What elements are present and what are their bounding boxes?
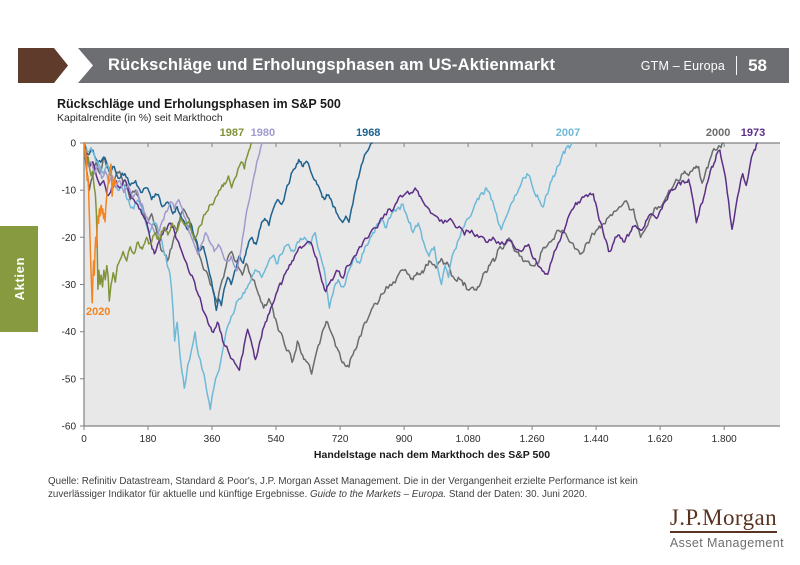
slide-title: Rückschläge und Erholungsphasen am US-Ak… (108, 56, 556, 74)
y-tick-label: 0 (70, 139, 76, 150)
chevron-arrow-icon (18, 48, 68, 83)
x-tick-label: 360 (204, 434, 221, 445)
source-publication: Guide to the Markets – Europa. (309, 489, 447, 500)
series-line-2020 (83, 142, 118, 304)
series-label-2020: 2020 (86, 306, 110, 318)
header-bar: Rückschläge und Erholungsphasen am US-Ak… (78, 48, 789, 83)
y-tick-label: -20 (62, 233, 77, 244)
y-tick-label: -50 (62, 374, 77, 385)
source-line1: Quelle: Refinitiv Datastream, Standard &… (48, 476, 638, 487)
series-line-2007 (83, 142, 573, 411)
edition-label: GTM – Europa (640, 58, 726, 73)
series-label-1973: 1973 (741, 127, 765, 139)
asset-management-label: Asset Management (669, 536, 784, 551)
page-number: 58 (748, 55, 767, 75)
x-tick-label: 540 (268, 434, 285, 445)
chart-title-block: Rückschläge und Erholungsphasen im S&P 5… (57, 97, 341, 125)
sidebar-tab-aktien[interactable]: Aktien (0, 226, 38, 332)
series-line-1987 (83, 142, 252, 302)
x-tick-label: 1.260 (520, 434, 545, 445)
x-tick-label: 720 (332, 434, 349, 445)
y-tick-label: -40 (62, 327, 77, 338)
series-label-2000: 2000 (706, 127, 730, 139)
x-tick-label: 1.800 (712, 434, 737, 445)
y-tick-label: -60 (62, 422, 77, 433)
chart-subtitle: Kapitalrendite (in %) seit Markthoch (57, 112, 223, 124)
x-axis-title: Handelstage nach dem Markthoch des S&P 5… (314, 449, 550, 461)
page-divider (736, 56, 738, 75)
series-label-1980: 1980 (251, 127, 275, 139)
jpmorgan-wordmark: J.P.Morgan (669, 506, 777, 534)
slide-header: Rückschläge und Erholungsphasen am US-Ak… (18, 48, 789, 83)
source-note: Quelle: Refinitiv Datastream, Standard &… (48, 475, 668, 501)
source-line2: zuverlässiger Indikator für aktuelle und… (48, 489, 310, 500)
source-date: Stand der Daten: 30. Juni 2020. (446, 489, 588, 500)
header-right-group: GTM – Europa 58 (641, 56, 789, 76)
y-tick-label: -10 (62, 186, 77, 197)
x-tick-label: 1.080 (456, 434, 481, 445)
series-label-1987: 1987 (220, 127, 244, 139)
series-line-1973 (83, 142, 758, 372)
x-tick-label: 1.440 (584, 434, 609, 445)
drawdown-recovery-chart: 0 180 360 540 720 900 1.080 1.260 1.440 1.620 1.80… (62, 127, 780, 461)
chart-title: Rückschläge und Erholungsphasen im S&P 5… (57, 97, 341, 111)
x-tick-label: 900 (396, 434, 413, 445)
jpmorgan-logo: J.P.Morgan Asset Management (669, 506, 784, 551)
x-tick-label: 1.620 (648, 434, 673, 445)
y-tick-label: -30 (62, 280, 77, 291)
series-label-1968: 1968 (356, 127, 380, 139)
x-tick-label: 0 (81, 434, 87, 445)
series-label-2007: 2007 (556, 127, 580, 139)
series-line-1980 (83, 142, 263, 272)
series-line-1968 (83, 142, 373, 312)
x-tick-label: 180 (140, 434, 157, 445)
plot-area (84, 143, 780, 426)
